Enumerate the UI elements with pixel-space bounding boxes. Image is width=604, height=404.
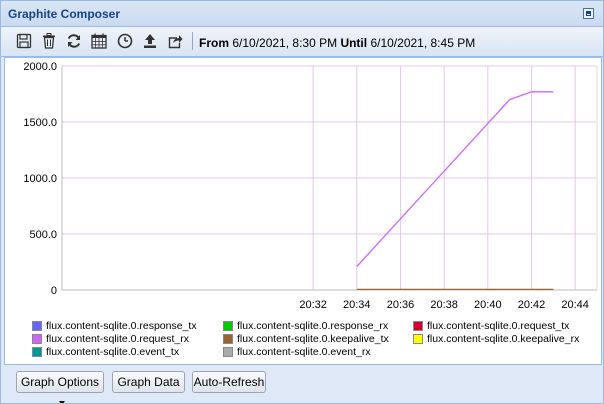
x-tick-label: 20:36 (387, 299, 415, 311)
clock-icon[interactable] (116, 32, 134, 50)
chart-legend: flux.content-sqlite.0.response_tx flux.co… (5, 320, 601, 364)
y-tick-label: 2000.0 (23, 61, 57, 73)
auto-refresh-button[interactable]: Auto-Refresh (192, 371, 266, 393)
title-bar: Graphite Composer (1, 1, 603, 27)
legend-swatch (413, 321, 423, 331)
legend-label: flux.content-sqlite.0.keepalive_tx (237, 333, 389, 345)
legend-swatch (223, 334, 233, 344)
calendar-icon[interactable] (90, 32, 108, 50)
legend-swatch (413, 334, 423, 344)
series-line-request-rx (356, 91, 554, 267)
graph-data-label: Graph Data (117, 375, 180, 389)
legend-swatch (32, 347, 42, 357)
x-tick-label: 20:42 (518, 299, 546, 311)
legend-label: flux.content-sqlite.0.event_rx (237, 346, 371, 358)
legend-swatch (32, 334, 42, 344)
x-tick-label: 20:32 (299, 299, 327, 311)
from-value: 6/10/2021, 8:30 PM (232, 36, 338, 50)
y-tick-label: 500.0 (29, 229, 57, 241)
legend-swatch (223, 321, 233, 331)
time-range: From 6/10/2021, 8:30 PM Until 6/10/2021,… (199, 36, 475, 50)
legend-label: flux.content-sqlite.0.event_tx (46, 346, 180, 358)
x-tick-label: 20:34 (343, 299, 371, 311)
upload-icon[interactable] (141, 32, 159, 50)
chevron-down-icon (58, 400, 65, 403)
trash-icon[interactable] (40, 32, 58, 50)
from-label: From (199, 36, 229, 50)
legend-swatch (223, 347, 233, 357)
x-tick-label: 20:40 (474, 299, 502, 311)
auto-refresh-label: Auto-Refresh (193, 375, 265, 389)
refresh-icon[interactable] (65, 32, 83, 50)
toolbar-separator (192, 32, 193, 50)
legend-label: flux.content-sqlite.0.response_tx (46, 320, 197, 332)
share-icon[interactable] (166, 32, 184, 50)
graph-data-button[interactable]: Graph Data (112, 371, 185, 393)
until-label: Until (340, 36, 368, 50)
y-tick-label: 1000.0 (23, 173, 57, 185)
line-chart: 0 500.0 1000.0 1500.0 2000.0 20:32 20:34 20:36 2… (23, 61, 598, 311)
y-tick-label: 0 (51, 285, 57, 297)
legend-label: flux.content-sqlite.0.response_rx (237, 320, 389, 332)
legend-label: flux.content-sqlite.0.request_rx (46, 333, 189, 345)
toolbar: From 6/10/2021, 8:30 PM Until 6/10/2021,… (1, 27, 603, 57)
y-tick-label: 1500.0 (23, 117, 57, 129)
legend-label: flux.content-sqlite.0.keepalive_rx (427, 333, 580, 345)
graph-options-label: Graph Options (20, 375, 100, 389)
save-icon[interactable] (15, 32, 33, 50)
window-title: Graphite Composer (8, 7, 121, 21)
legend-swatch (32, 321, 42, 331)
graph-options-button[interactable]: Graph Options (16, 371, 104, 403)
collapse-icon[interactable] (583, 8, 594, 19)
graph-area: 0 500.0 1000.0 1500.0 2000.0 20:32 20:34 20:36 2… (4, 57, 602, 365)
x-tick-label: 20:38 (430, 299, 458, 311)
legend-label: flux.content-sqlite.0.request_tx (427, 320, 570, 332)
until-value: 6/10/2021, 8:45 PM (370, 36, 476, 50)
x-tick-label: 20:44 (561, 299, 589, 311)
